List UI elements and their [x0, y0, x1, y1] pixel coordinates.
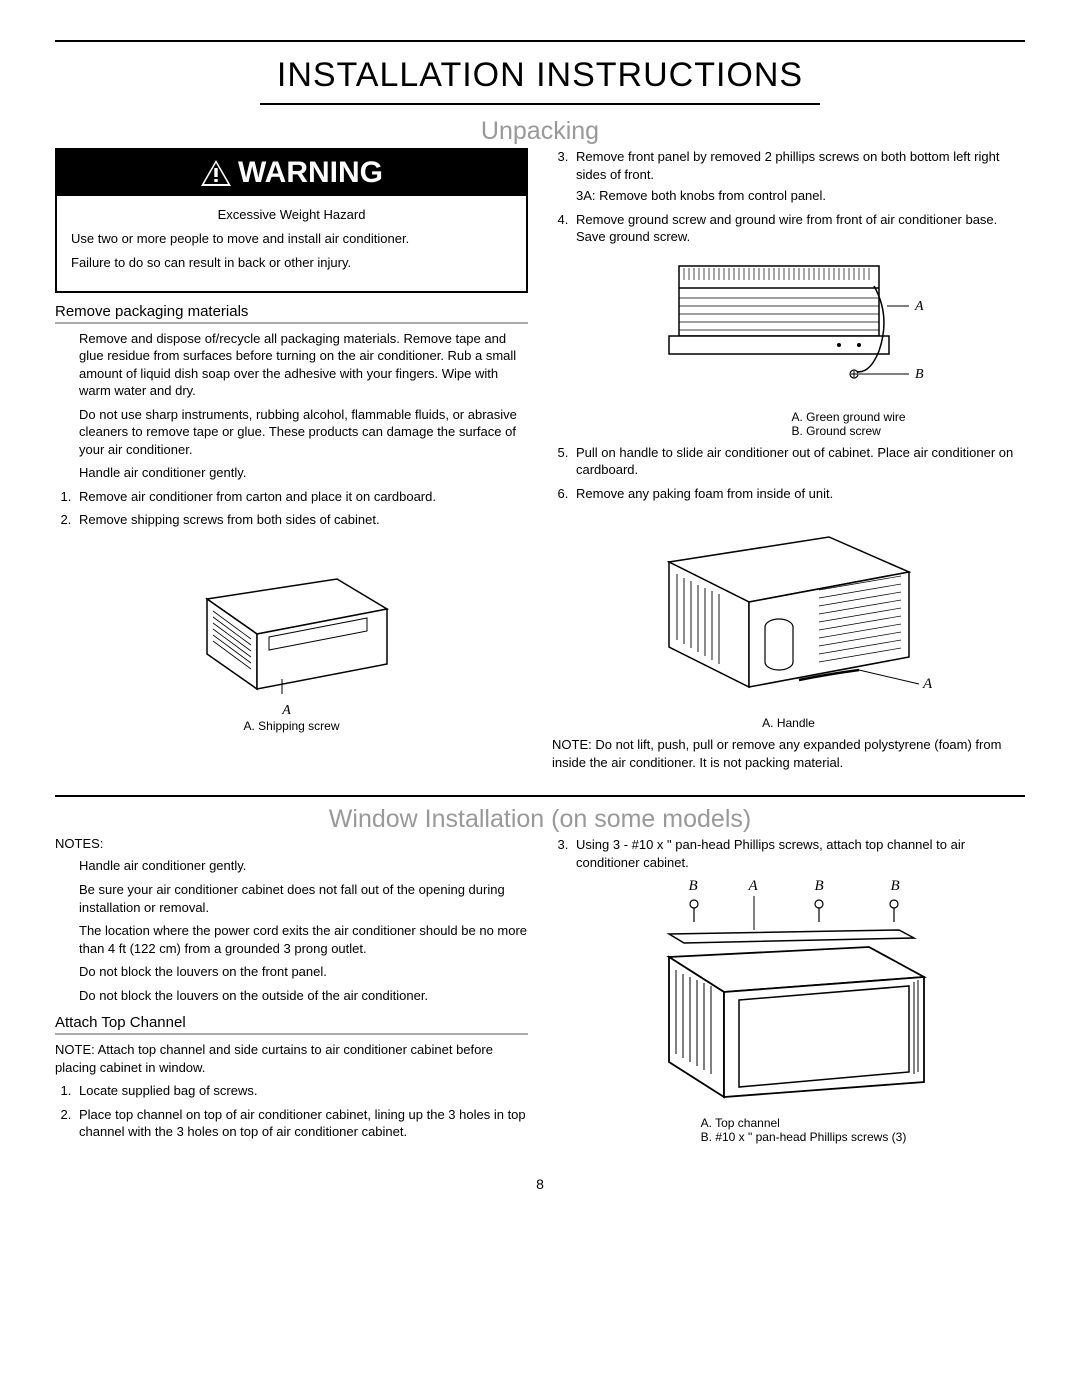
step-place-top-channel: Place top channel on top of air conditio… — [75, 1106, 528, 1141]
fig4-caption-b: B. #10 x " pan-head Phillips screws (3) — [701, 1130, 907, 1144]
page-number: 8 — [55, 1176, 1025, 1192]
warning-triangle-icon — [200, 159, 232, 187]
step-remove-foam: Remove any paking foam from inside of un… — [572, 485, 1025, 503]
note-outside-louvers: Do not block the louvers on the outside … — [55, 987, 528, 1005]
figure-shipping-screw: A A. Shipping screw — [55, 539, 528, 733]
note-cabinet-fall: Be sure your air conditioner cabinet doe… — [55, 881, 528, 916]
figure-ground-wire: A B A. Green ground wire B. Ground screw — [552, 256, 1025, 438]
svg-text:B: B — [915, 367, 924, 382]
fig2-caption-a: A. Green ground wire — [791, 410, 905, 424]
subhead-remove-packaging: Remove packaging materials — [55, 303, 528, 320]
p-no-sharp-instruments: Do not use sharp instruments, rubbing al… — [55, 406, 528, 459]
note-front-louvers: Do not block the louvers on the front pa… — [55, 963, 528, 981]
page-title: INSTALLATION INSTRUCTIONS — [55, 56, 1025, 95]
fig4-label-b3: B — [891, 878, 900, 895]
note-power-cord: The location where the power cord exits … — [55, 922, 528, 957]
step-locate-screws: Locate supplied bag of screws. — [75, 1082, 528, 1100]
step-remove-shipping-screws: Remove shipping screws from both sides o… — [75, 511, 528, 529]
fig1-label-a: A — [45, 703, 528, 719]
note-handle-gently: Handle air conditioner gently. — [55, 857, 528, 875]
warning-box: WARNING Excessive Weight Hazard Use two … — [55, 148, 528, 293]
svg-text:A: A — [922, 676, 933, 692]
warning-line1: Use two or more people to move and insta… — [71, 230, 512, 248]
step-remove-carton: Remove air conditioner from carton and p… — [75, 488, 528, 506]
fig2-caption-b: B. Ground screw — [791, 424, 905, 438]
figure-handle: A A. Handle — [552, 512, 1025, 730]
step-pull-handle: Pull on handle to slide air conditioner … — [572, 444, 1025, 479]
step-3a: 3A: Remove both knobs from control panel… — [576, 187, 1025, 205]
p-handle-gently: Handle air conditioner gently. — [55, 464, 528, 482]
fig1-caption: A. Shipping screw — [55, 719, 528, 733]
svg-text:A: A — [914, 299, 924, 314]
fig4-label-b1: B — [689, 878, 698, 895]
step-attach-top-channel: Using 3 - #10 x " pan-head Phillips scre… — [572, 836, 1025, 871]
section-unpacking-title: Unpacking — [55, 117, 1025, 146]
note-foam: NOTE: Do not lift, push, pull or remove … — [552, 736, 1025, 771]
warning-label: WARNING — [238, 156, 383, 190]
warning-line2: Failure to do so can result in back or o… — [71, 254, 512, 272]
note-attach-channel: NOTE: Attach top channel and side curtai… — [55, 1041, 528, 1076]
warning-hazard: Excessive Weight Hazard — [71, 206, 512, 224]
step-remove-ground-screw: Remove ground screw and ground wire from… — [572, 211, 1025, 246]
fig3-caption: A. Handle — [552, 716, 1025, 730]
fig4-label-b2: B — [815, 878, 824, 895]
fig4-label-a: A — [749, 878, 758, 895]
warning-header: WARNING — [57, 150, 526, 196]
figure-top-channel: B A B B — [552, 882, 1025, 1144]
section-window-install-title: Window Installation (on some models) — [55, 805, 1025, 834]
step-remove-front-panel: Remove front panel by removed 2 phillips… — [572, 148, 1025, 205]
p-remove-dispose: Remove and dispose of/recycle all packag… — [55, 330, 528, 400]
notes-label: NOTES: — [55, 836, 528, 851]
subhead-attach-top-channel: Attach Top Channel — [55, 1014, 528, 1031]
fig4-caption-a: A. Top channel — [701, 1116, 907, 1130]
